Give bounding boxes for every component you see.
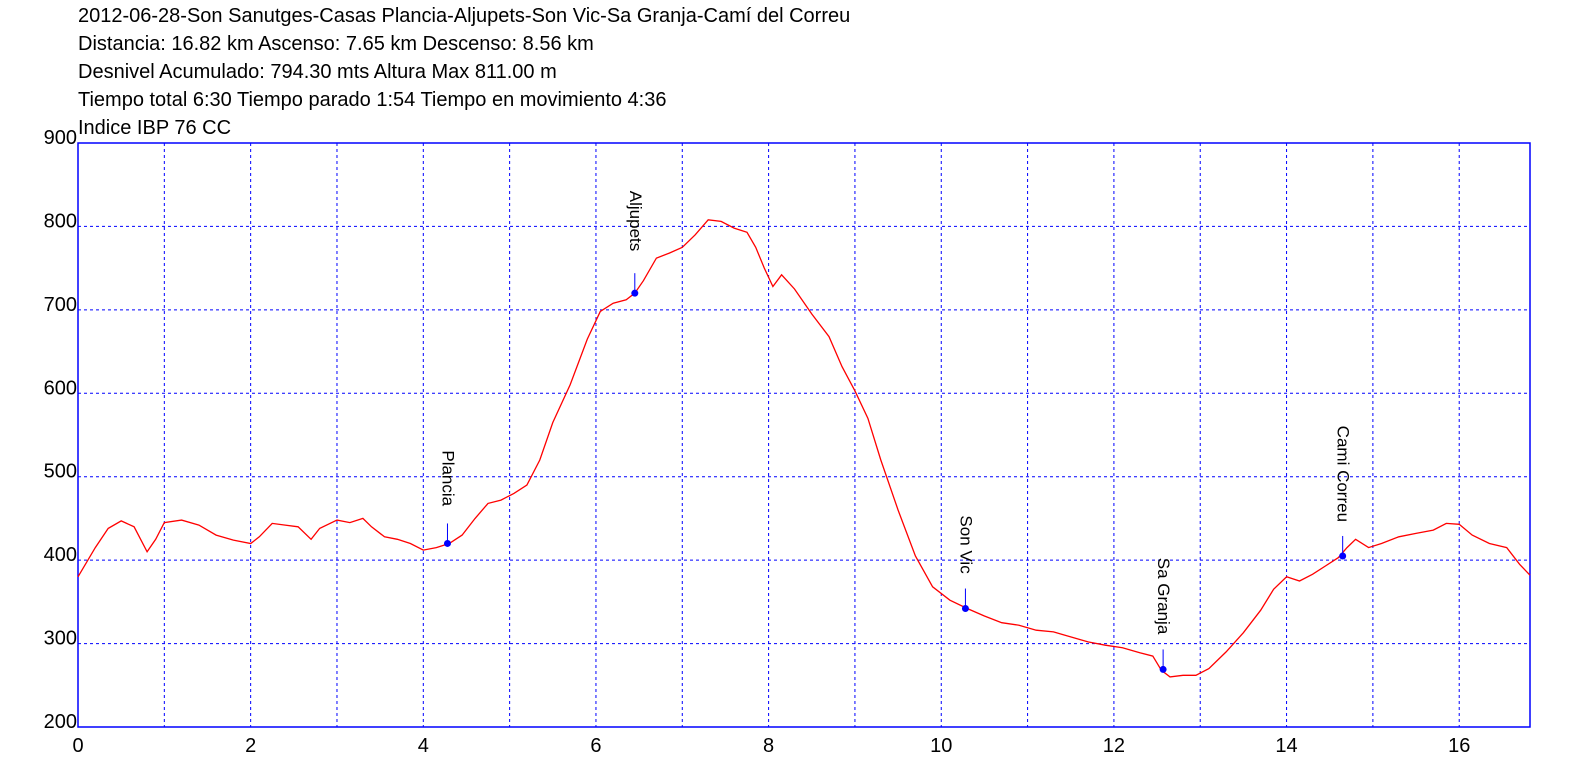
- waypoint-label: Plancia: [438, 450, 457, 506]
- waypoint-label: Sa Granja: [1154, 558, 1173, 635]
- y-tick-label: 500: [44, 461, 77, 483]
- waypoint-label: Son Vic: [956, 515, 975, 574]
- grid: [78, 143, 1530, 727]
- plot-frame: [77, 142, 1531, 728]
- y-tick-label: 400: [44, 544, 77, 566]
- waypoint-dot: [443, 539, 451, 547]
- x-tick-label: 6: [590, 735, 601, 757]
- ibp-index: Indice IBP 76 CC: [78, 117, 232, 139]
- waypoints: Plancia Aljupets Son Vic Sa Granja Cami Corr…: [438, 191, 1353, 673]
- y-tick-label: 800: [44, 210, 77, 232]
- waypoint-label: Cami Correu: [1334, 426, 1353, 522]
- x-tick-label: 14: [1275, 735, 1297, 757]
- chart-header: 2012-06-28-Son Sanutges-Casas Plancia-Al…: [78, 2, 850, 142]
- waypoint-label: Aljupets: [626, 191, 645, 251]
- waypoint-dot: [1159, 665, 1167, 673]
- y-tick-label: 200: [44, 711, 77, 733]
- x-axis-ticks: 0 2 4 6 8 10 12 14 16: [72, 735, 1470, 757]
- waypoint-marker: Son Vic: [956, 515, 975, 613]
- chart-title: 2012-06-28-Son Sanutges-Casas Plancia-Al…: [78, 5, 851, 27]
- waypoint-marker: Cami Correu: [1334, 426, 1353, 560]
- y-tick-label: 900: [44, 127, 77, 149]
- x-tick-label: 12: [1103, 735, 1125, 757]
- waypoint-marker: Aljupets: [626, 191, 645, 297]
- x-tick-label: 8: [763, 735, 774, 757]
- x-tick-label: 2: [245, 735, 256, 757]
- waypoint-dot: [1339, 552, 1347, 560]
- waypoint-dot: [631, 289, 639, 297]
- waypoint-marker: Plancia: [438, 450, 457, 547]
- y-axis-ticks: 200 300 400 500 600 700 800 900: [44, 127, 77, 733]
- waypoint-dot: [961, 605, 969, 613]
- y-tick-label: 300: [44, 628, 77, 650]
- y-tick-label: 600: [44, 377, 77, 399]
- x-tick-label: 16: [1448, 735, 1470, 757]
- elevation-line: [77, 219, 1531, 678]
- x-tick-label: 0: [72, 735, 83, 757]
- time-info: Tiempo total 6:30 Tiempo parado 1:54 Tie…: [78, 89, 667, 111]
- waypoint-marker: Sa Granja: [1154, 558, 1173, 673]
- distance-info: Distancia: 16.82 km Ascenso: 7.65 km Des…: [78, 33, 594, 55]
- elevation-info: Desnivel Acumulado: 794.30 mts Altura Ma…: [78, 61, 557, 83]
- x-tick-label: 10: [930, 735, 952, 757]
- y-tick-label: 700: [44, 294, 77, 316]
- x-tick-label: 4: [418, 735, 429, 757]
